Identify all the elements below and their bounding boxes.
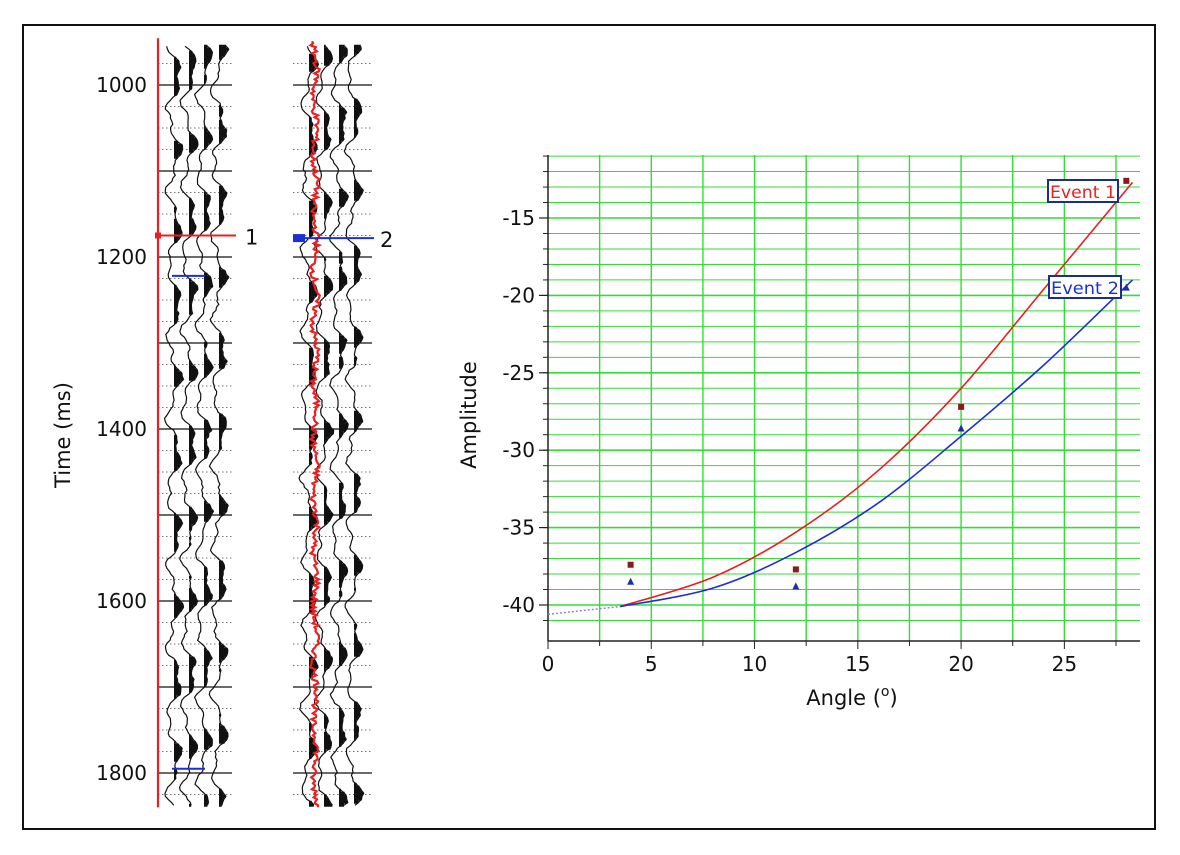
avo-y-tick-label: -30: [502, 438, 535, 462]
avo-point-event-2: [792, 582, 800, 590]
avo-legend-box-1: [1047, 179, 1119, 203]
seismic-y-tick-label: 1600: [96, 589, 147, 613]
event-marker-dot-1: [155, 232, 161, 239]
seismic-trace: [178, 45, 199, 806]
avo-legend-label-1: Event 1: [1050, 183, 1116, 203]
avo-point-event-1: [792, 566, 799, 573]
avo-x-label-main: Angle (: [806, 686, 881, 710]
seismic-y-tick-label: 1000: [96, 73, 147, 97]
avo-axes: -15 -20 -25 -30 -35 -40 0 5 10 15 20 25: [502, 155, 1140, 676]
avo-points: [627, 177, 1130, 590]
avo-x-label-end: ): [890, 686, 898, 710]
event-marker-block-2: [293, 234, 305, 243]
event-marker-label-1: 1: [245, 226, 258, 250]
avo-legend-box-2: [1048, 275, 1122, 299]
seismic-y-tick-label: 1800: [96, 761, 147, 785]
seismic-y-tick-label: 1400: [96, 417, 147, 441]
avo-y-tick-label: -25: [502, 361, 535, 385]
avo-x-tick-label: 10: [742, 652, 767, 676]
avo-legend-label-2: Event 2: [1051, 279, 1119, 299]
seismic-trace-fill: [204, 44, 214, 807]
avo-x-tick-label: 15: [845, 652, 870, 676]
seismic-trace-fill: [189, 50, 198, 807]
avo-x-tick-label: 20: [948, 652, 973, 676]
avo-fit-curves: [548, 181, 1134, 616]
figure-frame: [22, 24, 1156, 830]
event-marker-label-2: 2: [380, 228, 393, 252]
avo-y-tick-label: -20: [502, 283, 535, 307]
avo-x-tick-label: 0: [542, 652, 555, 676]
avo-fit-curve-2: [620, 279, 1134, 608]
avo-x-tick-label: 5: [645, 652, 658, 676]
seismic-trace-fill: [219, 44, 229, 807]
avo-point-event-1: [958, 403, 965, 410]
avo-point-event-2: [957, 424, 965, 432]
avo-x-axis-label: Angle (o): [806, 684, 897, 710]
seismic-y-axis-label: Time (ms): [51, 382, 75, 489]
avo-y-axis-label: Amplitude: [457, 361, 481, 469]
seismic-y-tick-label: 1200: [96, 245, 147, 269]
seismic-trace-fill: [339, 44, 349, 807]
avo-point-event-1: [1123, 177, 1130, 184]
avo-grid: [548, 155, 1140, 641]
avo-legend: Event 1 Event 2: [1047, 179, 1122, 299]
avo-point-event-2: [627, 577, 635, 585]
avo-point-event-2: [1122, 283, 1130, 291]
avo-plot-background: [548, 155, 1140, 641]
avo-y-tick-label: -40: [502, 593, 535, 617]
avo-extrapolation-line: [548, 605, 621, 616]
seismic-overlay-wiggle-2: [308, 40, 323, 808]
seismic-trace-fill: [174, 56, 184, 780]
avo-y-tick-label: -35: [502, 516, 535, 540]
seismic-trace-fill: [324, 44, 334, 807]
avo-y-tick-label: -15: [502, 206, 535, 230]
seismic-trace-fill: [354, 44, 364, 804]
avo-fit-curve-1: [620, 181, 1134, 608]
avo-point-event-1: [627, 561, 634, 568]
avo-x-label-sup: o: [881, 684, 890, 700]
avo-x-tick-label: 25: [1052, 652, 1077, 676]
seismic-y-ticks: 1000 1200 1400 1600 1800: [96, 73, 147, 785]
